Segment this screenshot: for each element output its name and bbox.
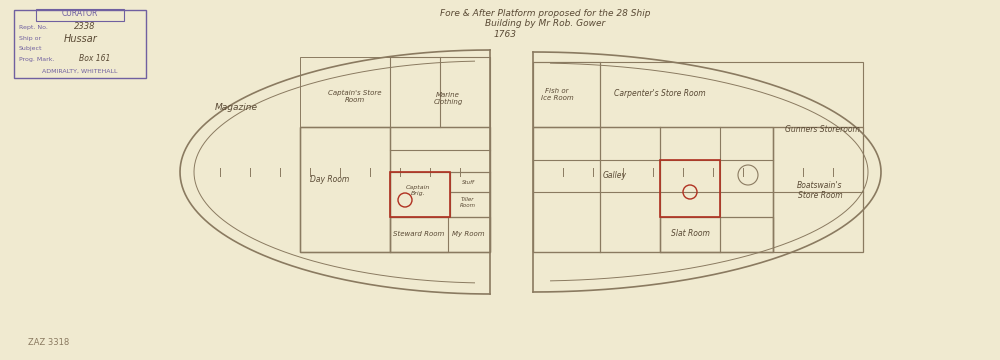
- Text: Day Room: Day Room: [310, 175, 350, 184]
- Text: Prog. Mark.: Prog. Mark.: [19, 57, 55, 62]
- Bar: [14, 10, 146, 78]
- Text: Gunners Storeroom: Gunners Storeroom: [785, 125, 859, 134]
- Bar: [390, 172, 450, 217]
- Bar: [773, 127, 863, 252]
- Text: 2338: 2338: [74, 22, 96, 31]
- Bar: [660, 217, 773, 252]
- Text: Building by Mr Rob. Gower: Building by Mr Rob. Gower: [485, 19, 605, 28]
- Bar: [300, 57, 490, 127]
- Bar: [36, 9, 124, 21]
- Bar: [390, 172, 450, 217]
- Text: Ship or: Ship or: [19, 36, 41, 41]
- Text: Fish or
Ice Room: Fish or Ice Room: [541, 88, 573, 101]
- Bar: [390, 217, 448, 252]
- Text: Captain
Brig.: Captain Brig.: [406, 185, 430, 196]
- Text: Box 161: Box 161: [79, 54, 110, 63]
- Text: CURATOR: CURATOR: [62, 9, 98, 18]
- Bar: [660, 217, 720, 252]
- Text: Magazine: Magazine: [215, 103, 258, 112]
- Bar: [390, 217, 490, 252]
- Bar: [533, 62, 600, 127]
- Text: Subject: Subject: [19, 46, 43, 51]
- Bar: [533, 62, 863, 127]
- Text: My Room: My Room: [452, 231, 484, 237]
- Text: Rept. No.: Rept. No.: [19, 25, 48, 30]
- Text: Boatswain's
Store Room: Boatswain's Store Room: [797, 181, 843, 200]
- Text: Stuff: Stuff: [462, 180, 474, 185]
- Text: Marine
Clothing: Marine Clothing: [433, 92, 463, 105]
- Text: ADMIRALTY, WHITEHALL: ADMIRALTY, WHITEHALL: [42, 69, 118, 74]
- Text: 1763: 1763: [494, 30, 516, 39]
- Bar: [300, 127, 490, 252]
- Text: Steward Room: Steward Room: [393, 231, 445, 237]
- Text: Carpenter's Store Room: Carpenter's Store Room: [614, 89, 706, 98]
- Text: Galley: Galley: [603, 171, 627, 180]
- Text: Hussar: Hussar: [64, 34, 98, 44]
- Text: Tiller
Room: Tiller Room: [460, 197, 476, 208]
- Text: Captain's Store
Room: Captain's Store Room: [328, 90, 382, 103]
- Bar: [533, 127, 773, 252]
- Bar: [450, 192, 490, 217]
- Text: Fore & After Platform proposed for the 28 Ship: Fore & After Platform proposed for the 2…: [440, 9, 650, 18]
- Text: Slat Room: Slat Room: [671, 229, 709, 238]
- Bar: [390, 57, 490, 127]
- Bar: [300, 127, 390, 252]
- Text: ZAZ 3318: ZAZ 3318: [28, 338, 69, 347]
- Bar: [450, 172, 490, 192]
- Bar: [660, 160, 720, 217]
